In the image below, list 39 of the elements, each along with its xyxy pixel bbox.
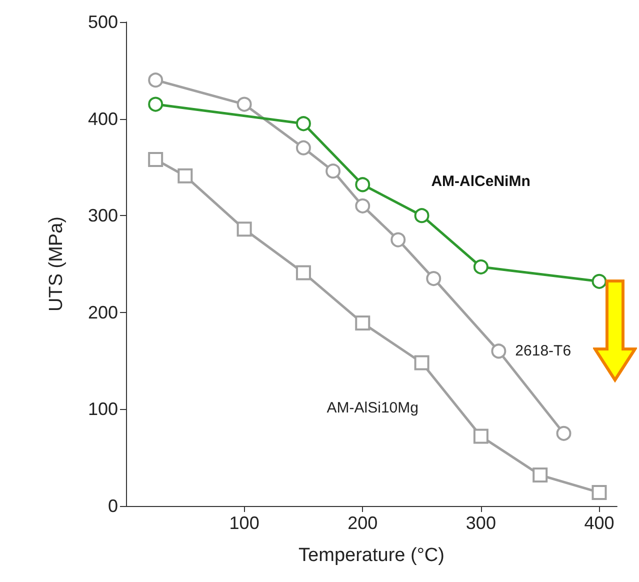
point [426,271,442,286]
point [414,208,430,224]
point [355,177,370,192]
y-axis-title: UTS (MPa) [46,216,67,312]
y-tick-label: 200 [88,302,118,322]
point [390,232,406,248]
point [355,198,370,214]
point [296,140,311,156]
point [355,316,370,331]
y-tick-label: 300 [88,206,118,226]
point [473,428,488,444]
y-tick-label: 0 [108,496,118,516]
point [148,72,164,88]
y-tick-label: 400 [88,108,118,129]
point [491,344,506,359]
point [326,164,341,179]
point [592,484,607,500]
point [473,259,488,274]
point [414,355,430,370]
series-label: 2618-T6 [515,342,572,360]
x-axis-title: Temperature (°C) [298,545,444,566]
x-tick-label: 100 [229,513,260,533]
point [296,116,311,132]
point [236,96,252,112]
x-tick-label: 400 [584,513,614,533]
y-tick-label: 100 [88,399,118,420]
series-label: AM-AlSi10Mg [326,400,418,417]
series-label: AM-AlCeNiMn [431,173,530,190]
point [592,274,607,289]
point [296,265,311,280]
point [148,152,164,167]
x-tick-label: 300 [466,513,496,533]
point [178,168,193,184]
x-tick-label: 200 [348,513,378,533]
point [556,426,572,441]
y-tick-label: 500 [88,12,118,32]
point [236,222,252,237]
point [532,468,548,483]
point [148,96,164,112]
